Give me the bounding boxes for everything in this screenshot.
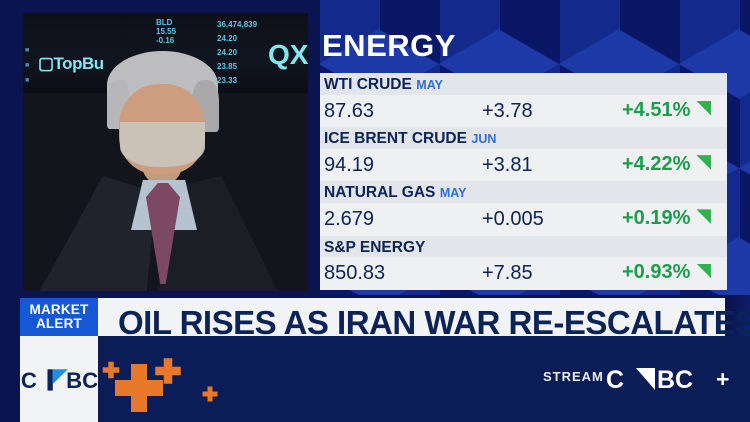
svg-text:C: C [21, 367, 37, 392]
svg-text:C: C [606, 366, 624, 394]
svg-text:BC: BC [66, 367, 98, 392]
svg-text:BC: BC [657, 366, 693, 394]
svg-text:+: + [716, 366, 729, 392]
